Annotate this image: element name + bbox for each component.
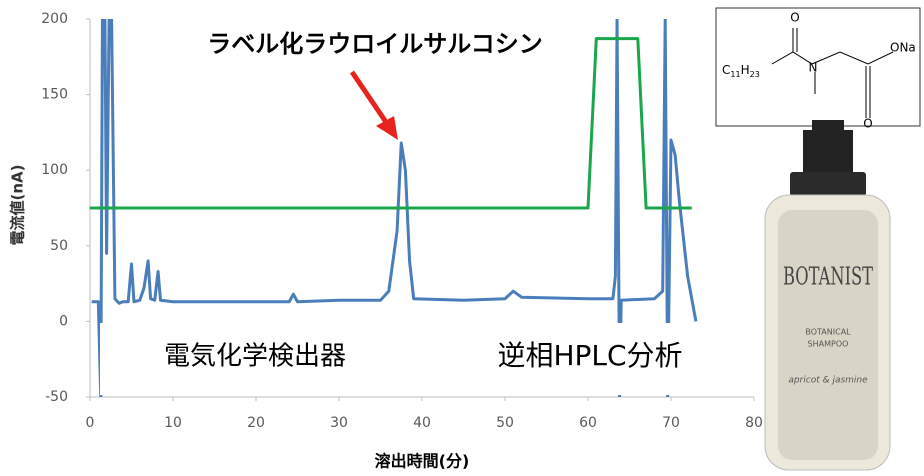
y-tick-label: 150 [41, 87, 68, 103]
formula-part: H [741, 63, 750, 77]
pump [803, 130, 853, 175]
product-line: BOTANICAL [805, 328, 851, 337]
x-axis-label: 溶出時間(分) [375, 452, 470, 471]
cap [790, 172, 866, 196]
y-tick-label: -50 [45, 389, 68, 405]
page: {"chart_data": {"type": "line", "y_label… [0, 0, 924, 476]
arrow [352, 72, 390, 128]
x-tick-label: 0 [86, 415, 95, 431]
product-type: SHAMPOO [808, 340, 849, 349]
x-tick-label: 80 [745, 415, 763, 431]
formula-part: C [722, 63, 730, 77]
y-tick-label: 50 [50, 238, 68, 254]
x-tick-label: 10 [164, 415, 182, 431]
formula-part: 11 [730, 70, 740, 79]
y-tick-label: 200 [41, 11, 68, 27]
shampoo-bottle: BOTANIST BOTANICAL SHAMPOO apricot & jas… [765, 120, 890, 470]
y-tick-label: 100 [41, 162, 68, 178]
y-axis-label: 電流値(nA) [9, 165, 27, 246]
method-label: 逆相HPLC分析 [497, 339, 682, 372]
pump [812, 120, 844, 134]
x-tick-label: 40 [413, 415, 431, 431]
atom: ONa [890, 41, 916, 55]
x-tick-label: 60 [579, 415, 597, 431]
atom: O [863, 117, 872, 131]
y-tick-label: 0 [59, 313, 68, 329]
brand: BOTANIST [783, 263, 873, 291]
x-tick-label: 20 [247, 415, 265, 431]
x-tick-label: 50 [496, 415, 514, 431]
peak-label: ラベル化ラウロイルサルコシン [207, 30, 543, 58]
formula-part: 23 [750, 70, 760, 79]
chart: -50 0 50 100 150 200 0 10 20 30 40 50 60 70 80 電気化学検出器… [0, 0, 924, 476]
detector-label: 電気化学検出器 [164, 342, 346, 372]
structure-inset: C11H23 O N ONa O [716, 8, 920, 131]
atom: O [790, 11, 799, 25]
atom: N [809, 61, 818, 75]
x-tick-label: 30 [330, 415, 348, 431]
x-tick-label: 70 [662, 415, 680, 431]
scent: apricot & jasmine [788, 376, 868, 386]
